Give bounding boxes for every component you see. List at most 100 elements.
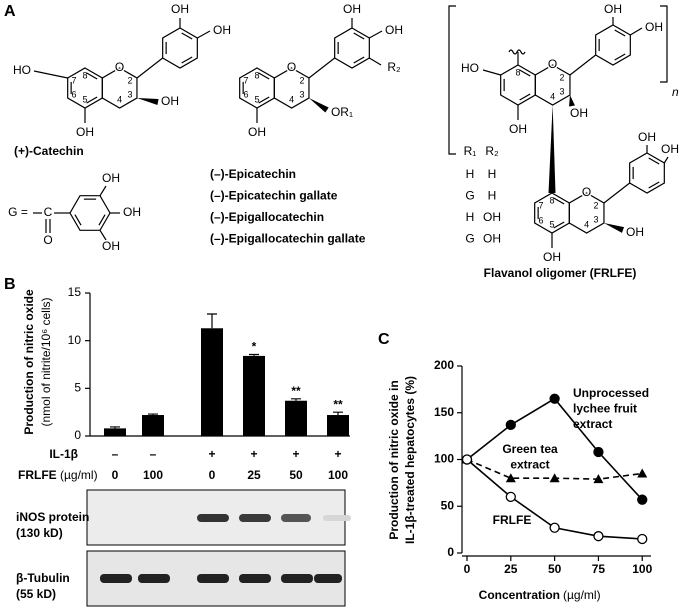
atom-label: 3 bbox=[127, 89, 132, 99]
panel-label: B bbox=[4, 276, 16, 293]
marker bbox=[637, 494, 648, 505]
panel-label: C bbox=[378, 331, 390, 348]
bar bbox=[285, 400, 307, 436]
atom-label: 7 bbox=[71, 75, 76, 85]
wavy-bond bbox=[508, 49, 526, 55]
atom-label: 3 bbox=[299, 89, 304, 99]
atom-label: 7 bbox=[538, 200, 543, 210]
atom-label: O bbox=[287, 60, 296, 74]
bond bbox=[603, 182, 631, 204]
wedge-bond bbox=[308, 98, 329, 113]
atom-label: 6 bbox=[71, 89, 76, 99]
atom-label: 2 bbox=[127, 75, 132, 85]
bond bbox=[482, 69, 501, 76]
error-bar bbox=[148, 413, 158, 416]
atom-label: 6 bbox=[243, 89, 248, 99]
bond bbox=[136, 57, 164, 79]
atom-label: 4 bbox=[289, 94, 294, 104]
atom-label: 5 bbox=[82, 94, 87, 104]
row-value: 100 bbox=[143, 468, 163, 482]
atom-label: 3 bbox=[559, 86, 564, 96]
compound-name: (–)-Epigallocatechin bbox=[210, 210, 324, 224]
bond bbox=[519, 93, 531, 101]
bond bbox=[553, 221, 565, 229]
marker bbox=[549, 473, 560, 483]
atom-label: OH bbox=[638, 130, 656, 144]
ring bbox=[595, 24, 631, 66]
atom-label: 2 bbox=[299, 75, 304, 85]
marker bbox=[637, 468, 648, 478]
marker bbox=[461, 454, 473, 465]
bond bbox=[369, 57, 382, 66]
bond bbox=[663, 156, 669, 164]
significance: ** bbox=[291, 384, 301, 398]
ring bbox=[334, 27, 370, 69]
atom-label: O bbox=[582, 185, 591, 199]
row-value: + bbox=[250, 447, 257, 461]
band bbox=[281, 574, 313, 583]
table-header: R₂ bbox=[485, 144, 499, 158]
marker bbox=[505, 491, 516, 503]
error-bar bbox=[207, 313, 217, 329]
atom-label: 8 bbox=[515, 67, 520, 77]
atom-label: OH bbox=[645, 20, 663, 34]
atom-label: OH bbox=[543, 250, 561, 264]
atom-label: OH bbox=[161, 94, 179, 108]
marker bbox=[505, 419, 516, 431]
ring bbox=[162, 27, 198, 69]
y-tick-label: 150 bbox=[434, 405, 454, 419]
atom-label: 5 bbox=[549, 219, 554, 229]
bond bbox=[553, 197, 565, 205]
atom-label: OH bbox=[509, 122, 527, 136]
bond bbox=[181, 56, 193, 64]
wedge-bond bbox=[603, 223, 625, 233]
atom-label: OH bbox=[343, 2, 361, 16]
wedge-bond bbox=[548, 105, 556, 194]
atom-label: 6 bbox=[538, 215, 543, 225]
row-value: 50 bbox=[289, 468, 303, 482]
bond bbox=[648, 181, 660, 189]
bond bbox=[98, 214, 106, 226]
y-axis-unit: (nmol of nitrite/10⁶ cells) bbox=[39, 298, 53, 427]
atom-label: OH bbox=[76, 125, 94, 139]
series-label: Green tea extract bbox=[502, 442, 558, 472]
bar bbox=[142, 415, 164, 436]
error-bar bbox=[110, 426, 120, 429]
atom-label: OH bbox=[604, 2, 622, 16]
atom-label: OH bbox=[385, 23, 403, 37]
bond bbox=[86, 96, 98, 104]
atom-label: OR₁ bbox=[331, 105, 353, 119]
band bbox=[314, 574, 342, 583]
compound-name: (–)-Epicatechin bbox=[210, 167, 296, 181]
x-tick-label: 25 bbox=[504, 562, 518, 576]
bracket bbox=[660, 5, 668, 83]
row-value: – bbox=[150, 447, 157, 461]
wedge-bond bbox=[136, 98, 159, 105]
marker bbox=[549, 522, 560, 533]
x-axis-unit: (µg/ml) bbox=[563, 588, 601, 602]
ring bbox=[629, 152, 665, 194]
bond bbox=[99, 230, 107, 241]
compound-name: (–)-Epicatechin gallate bbox=[210, 189, 338, 203]
ring bbox=[69, 195, 111, 231]
y-tick-label: 0 bbox=[74, 428, 81, 442]
table-cell: H bbox=[466, 167, 475, 181]
bond bbox=[648, 157, 660, 165]
bond bbox=[614, 29, 626, 37]
row-value: + bbox=[208, 447, 215, 461]
y-tick-label: 100 bbox=[434, 452, 454, 466]
atom-label: HO bbox=[13, 63, 31, 77]
panel-label: A bbox=[4, 3, 16, 20]
bar bbox=[104, 428, 126, 436]
table-header: R₁ bbox=[464, 144, 477, 158]
x-tick-label: 100 bbox=[632, 562, 652, 576]
bond bbox=[569, 54, 597, 76]
row-value: 25 bbox=[247, 468, 261, 482]
bond bbox=[258, 96, 270, 104]
marker bbox=[593, 531, 604, 542]
band bbox=[197, 514, 229, 522]
bond bbox=[74, 214, 82, 226]
y-axis-label: Production of nitric oxide in bbox=[387, 380, 401, 539]
x-tick-label: 50 bbox=[548, 562, 562, 576]
atom-label: O bbox=[115, 60, 124, 74]
